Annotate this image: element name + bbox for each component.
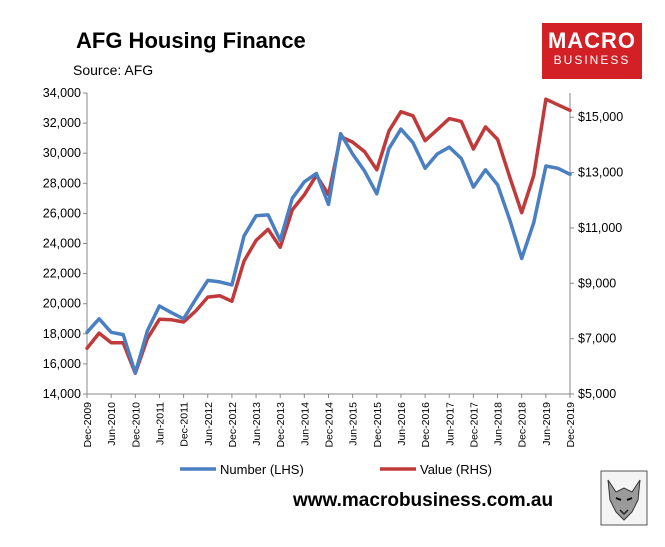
left-tick-label: 20,000 — [43, 297, 81, 311]
macrobusiness-logo[interactable]: MACRO BUSINESS — [542, 23, 642, 79]
right-tick-label: $11,000 — [578, 221, 622, 235]
right-tick-label: $15,000 — [578, 110, 623, 124]
x-tick-label: Jun-2018 — [493, 402, 505, 446]
x-tick-label: Jun-2017 — [444, 402, 456, 446]
x-tick-label: Jun-2019 — [541, 402, 553, 446]
legend-label: Number (LHS) — [220, 462, 304, 477]
series-line-number — [85, 127, 572, 375]
x-tick-label: Jun-2011 — [154, 402, 166, 445]
x-tick-label: Dec-2015 — [372, 402, 384, 448]
chart-source: Source: AFG — [73, 62, 154, 78]
x-tick-label: Jun-2010 — [106, 402, 118, 446]
left-tick-label: 24,000 — [43, 237, 81, 251]
legend-label: Value (RHS) — [420, 462, 492, 477]
left-tick-label: 16,000 — [43, 357, 81, 371]
left-tick-label: 32,000 — [43, 116, 81, 130]
x-tick-label: Jun-2016 — [396, 402, 408, 446]
left-tick-label: 22,000 — [43, 267, 81, 281]
x-tick-label: Dec-2014 — [324, 402, 336, 448]
logo-line-2: BUSINESS — [553, 53, 631, 67]
right-tick-label: $7,000 — [578, 332, 616, 346]
x-tick-label: Dec-2018 — [517, 402, 529, 448]
x-tick-label: Dec-2016 — [420, 402, 432, 448]
right-tick-label: $5,000 — [578, 387, 616, 401]
x-tick-label: Jun-2013 — [251, 402, 263, 446]
wolf-mascot-icon — [600, 470, 648, 526]
x-tick-label: Dec-2019 — [565, 402, 577, 448]
right-tick-label: $13,000 — [578, 166, 623, 180]
left-tick-label: 18,000 — [43, 327, 81, 341]
x-tick-label: Jun-2012 — [203, 402, 215, 446]
x-tick-label: Jun-2014 — [299, 402, 311, 446]
x-tick-label: Dec-2012 — [227, 402, 239, 448]
footer-url[interactable]: www.macrobusiness.com.au — [293, 490, 554, 511]
chart-title: AFG Housing Finance — [76, 28, 306, 53]
left-tick-label: 30,000 — [43, 146, 81, 160]
x-tick-label: Dec-2010 — [130, 402, 142, 448]
left-tick-label: 26,000 — [43, 206, 81, 220]
x-tick-label: Jun-2015 — [348, 402, 360, 446]
logo-line-1: MACRO — [547, 28, 637, 53]
left-tick-label: 34,000 — [43, 86, 81, 100]
right-tick-label: $9,000 — [578, 276, 616, 290]
left-tick-label: 28,000 — [43, 176, 81, 190]
x-tick-label: Dec-2017 — [468, 402, 480, 448]
x-tick-label: Dec-2011 — [179, 402, 191, 447]
x-tick-label: Dec-2013 — [275, 402, 287, 448]
x-tick-label: Dec-2009 — [82, 402, 94, 448]
series-line-value — [85, 97, 572, 375]
left-tick-label: 14,000 — [43, 387, 81, 401]
